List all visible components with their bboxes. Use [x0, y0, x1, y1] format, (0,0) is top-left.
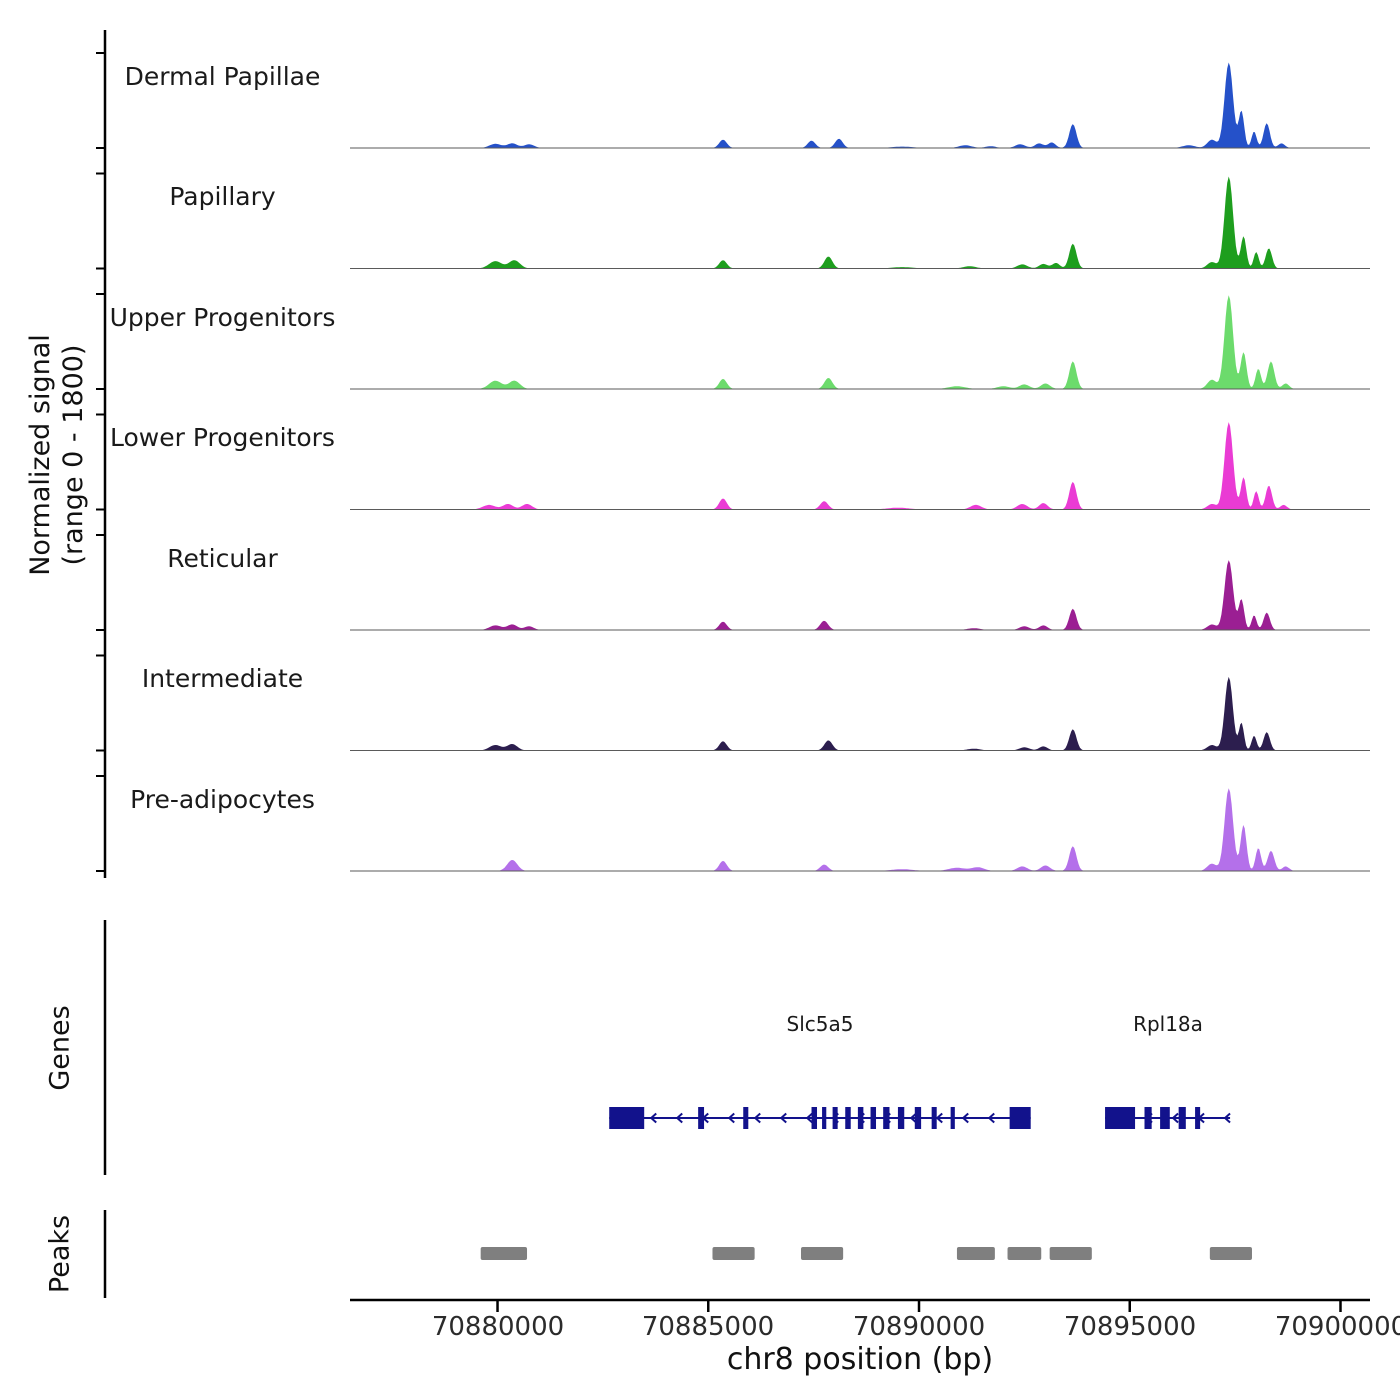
exon-rpl18a-3: [1178, 1107, 1186, 1129]
exon-slc5a5-5: [832, 1107, 838, 1129]
track-label-lower-progenitors: Lower Progenitors: [110, 423, 335, 452]
signal-area-reticular: [350, 560, 1370, 630]
strand-arrow-icon: [649, 1112, 657, 1124]
peak-region-6: [1209, 1247, 1252, 1260]
strand-arrow-icon: [727, 1112, 735, 1124]
strand-arrow-icon: [675, 1112, 683, 1124]
peak-region-4: [1007, 1247, 1042, 1260]
peaks-section-label: Peaks: [44, 1214, 76, 1294]
track-label-dermal-papillae: Dermal Papillae: [124, 62, 321, 91]
signal-area-papillary: [350, 176, 1370, 269]
peak-region-0: [480, 1247, 528, 1260]
signal-area-dermal-papillae: [350, 62, 1370, 148]
gene-model-rpl18a: [1105, 1107, 1231, 1129]
exon-slc5a5-13: [950, 1107, 955, 1129]
peak-region-3: [956, 1247, 995, 1260]
exon-rpl18a-1: [1144, 1107, 1152, 1129]
gene-model-slc5a5: [609, 1107, 1031, 1129]
y-axis-label-line2: (range 0 - 1800): [58, 344, 89, 566]
strand-arrow-icon: [987, 1112, 995, 1124]
exon-slc5a5-6: [845, 1107, 851, 1129]
peak-region-5: [1049, 1247, 1092, 1260]
x-tick-70895000: 70895000: [1063, 1312, 1197, 1342]
signal-area-pre-adipocytes: [350, 788, 1370, 871]
track-label-reticular: Reticular: [167, 544, 278, 573]
exon-slc5a5-9: [883, 1107, 890, 1129]
strand-arrow-icon: [753, 1112, 761, 1124]
y-axis-label: Normalized signal (range 0 - 1800): [24, 334, 90, 576]
exon-slc5a5-3: [811, 1107, 818, 1129]
exon-slc5a5-12: [931, 1107, 937, 1129]
x-tick-70890000: 70890000: [852, 1312, 986, 1342]
signal-area-intermediate: [350, 676, 1370, 751]
exon-slc5a5-10: [897, 1107, 905, 1129]
exon-slc5a5-0: [609, 1107, 645, 1129]
strand-arrow-icon: [805, 1112, 813, 1124]
exon-slc5a5-14: [1009, 1107, 1031, 1129]
exon-slc5a5-2: [743, 1107, 749, 1129]
x-tick-70900000: 70900000: [1274, 1312, 1400, 1342]
strand-arrow-icon: [961, 1112, 969, 1124]
strand-arrow-icon: [1171, 1112, 1179, 1124]
exon-rpl18a-4: [1195, 1107, 1201, 1129]
strand-arrow-icon: [779, 1112, 787, 1124]
track-label-upper-progenitors: Upper Progenitors: [109, 303, 336, 332]
x-tick-70885000: 70885000: [641, 1312, 775, 1342]
exon-rpl18a-2: [1160, 1107, 1170, 1129]
peak-region-2: [800, 1247, 844, 1260]
x-tick-70880000: 70880000: [431, 1312, 565, 1342]
track-label-pre-adipocytes: Pre-adipocytes: [130, 785, 315, 814]
strand-arrow-icon: [935, 1112, 943, 1124]
exon-slc5a5-11: [914, 1107, 922, 1129]
gene-name-rpl18a: Rpl18a: [1133, 1012, 1203, 1036]
exon-slc5a5-7: [857, 1107, 864, 1129]
gene-name-slc5a5: Slc5a5: [786, 1012, 854, 1036]
strand-arrow-icon: [1223, 1112, 1231, 1124]
genes-section-label: Genes: [44, 1005, 76, 1091]
track-label-intermediate: Intermediate: [141, 664, 304, 693]
x-axis-title: chr8 position (bp): [726, 1342, 994, 1377]
exon-slc5a5-8: [870, 1107, 877, 1129]
y-axis-label-line1: Normalized signal: [25, 334, 56, 576]
signal-area-lower-progenitors: [350, 422, 1370, 510]
signal-area-upper-progenitors: [350, 295, 1370, 389]
strand-arrow-icon: [909, 1112, 917, 1124]
exon-slc5a5-4: [822, 1107, 827, 1129]
exon-rpl18a-0: [1105, 1107, 1136, 1129]
peak-region-1: [712, 1247, 755, 1260]
exon-slc5a5-1: [698, 1107, 705, 1129]
track-label-papillary: Papillary: [169, 182, 276, 211]
